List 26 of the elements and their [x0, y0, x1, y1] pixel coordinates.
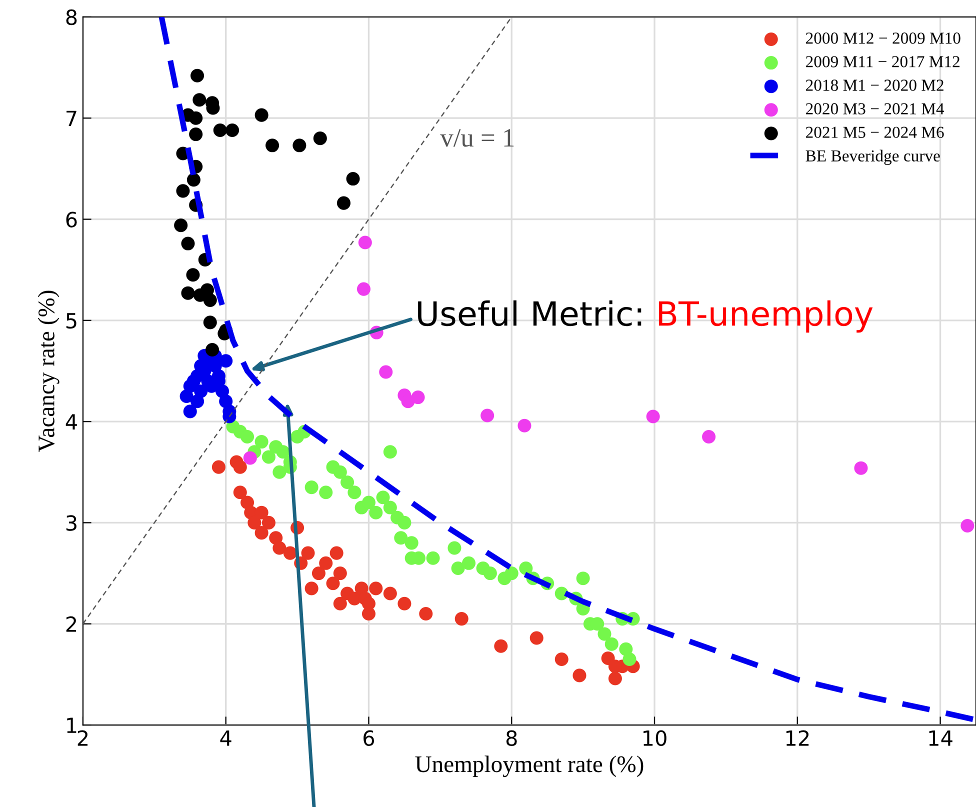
legend-label: 2000 M12 − 2009 M10: [806, 32, 960, 44]
x-tick-label: 4: [220, 730, 232, 746]
y-tick-label: 8: [66, 9, 77, 26]
legend-label: 2009 M11 − 2017 M12: [806, 56, 960, 68]
y-tick-label: 1: [67, 718, 76, 733]
y-tick-label: 7: [66, 110, 76, 126]
x-tick-label: 12: [786, 730, 809, 746]
y-tick-label: 5: [66, 313, 76, 329]
y-tick-label: 3: [66, 515, 76, 531]
y-tick-label: 6: [66, 212, 77, 228]
annotation: BT-unemploy: [658, 300, 873, 333]
y-tick-label: 2: [66, 616, 76, 632]
legend-label: 2021 M5 − 2024 M6: [806, 126, 944, 138]
y-tick-label: 4: [66, 414, 77, 430]
legend-label: 2020 M3 − 2021 M4: [806, 103, 944, 114]
x-axis-title: Unemployment rate (%): [415, 756, 644, 778]
x-tick-label: 14: [929, 730, 952, 746]
annotation: Useful Metric:: [418, 300, 642, 326]
x-tick-label: 10: [644, 730, 666, 746]
y-axis-title: Vacancy rate (%): [38, 290, 60, 452]
x-tick-label: 8: [506, 730, 517, 746]
x-tick-label: 2: [78, 730, 88, 746]
x-tick-label: 6: [364, 730, 374, 746]
legend-label: BE Beveridge curve: [806, 150, 940, 165]
legend-label: 2018 M1 − 2020 M2: [806, 80, 944, 91]
annotation: v/u = 1: [440, 129, 514, 147]
